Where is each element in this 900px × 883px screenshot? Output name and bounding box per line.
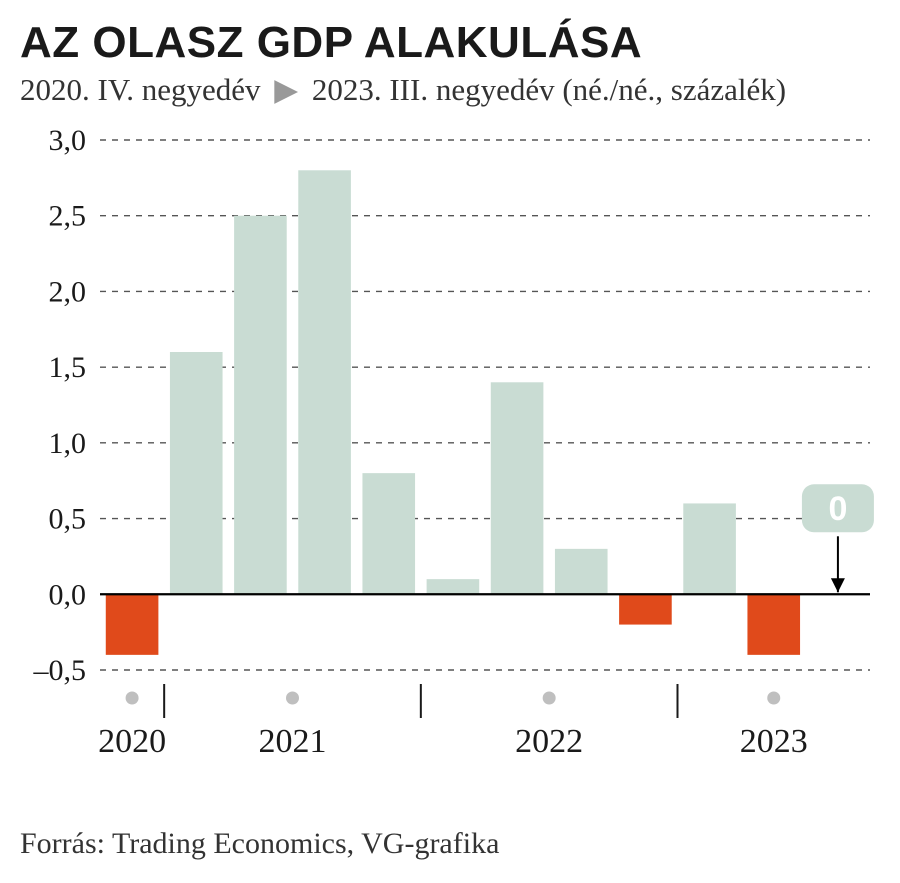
svg-text:–0,5: –0,5 <box>33 654 87 687</box>
source-text: Forrás: Trading Economics, VG-grafika <box>20 827 499 861</box>
svg-text:2,0: 2,0 <box>49 275 87 308</box>
arrow-icon: ▶ <box>268 72 304 107</box>
chart-subtitle: 2020. IV. negyedév ▶ 2023. III. negyedév… <box>20 72 880 108</box>
chart-title: AZ OLASZ GDP ALAKULÁSA <box>20 18 880 68</box>
chart-container: AZ OLASZ GDP ALAKULÁSA 2020. IV. negyedé… <box>0 0 900 883</box>
svg-text:0,5: 0,5 <box>49 503 87 536</box>
bar-chart: 3,0 2,5 2,0 1,5 1,0 0,5 0,0 –0,5 0 2020 2021 2022 20… <box>20 130 880 770</box>
svg-text:3,0: 3,0 <box>49 130 87 157</box>
svg-text:2020: 2020 <box>98 723 166 760</box>
subtitle-from: 2020. IV. negyedév <box>20 72 261 107</box>
svg-text:0: 0 <box>828 490 847 528</box>
svg-text:2023: 2023 <box>740 723 808 760</box>
svg-text:1,0: 1,0 <box>49 427 87 460</box>
svg-text:2021: 2021 <box>259 723 327 760</box>
svg-text:0,0: 0,0 <box>49 578 87 611</box>
chart-area: 3,0 2,5 2,0 1,5 1,0 0,5 0,0 –0,5 0 2020 2021 2022 20… <box>20 130 880 770</box>
svg-text:2022: 2022 <box>515 723 583 760</box>
svg-text:2,5: 2,5 <box>49 200 87 233</box>
svg-text:1,5: 1,5 <box>49 351 87 384</box>
subtitle-to: 2023. III. negyedév (né./né., százalék) <box>312 72 786 107</box>
